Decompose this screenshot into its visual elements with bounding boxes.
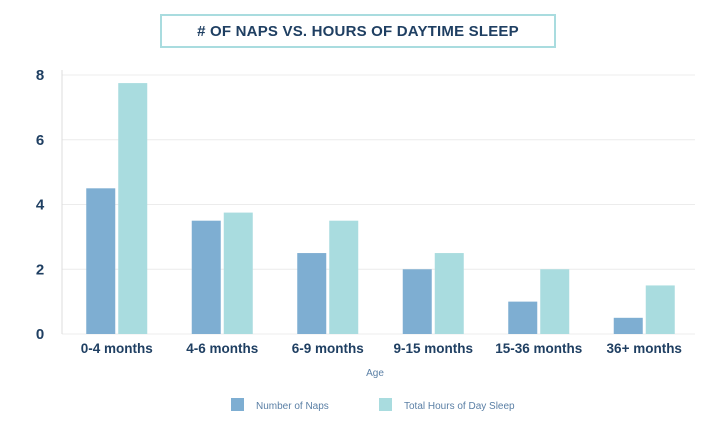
bar-number-of-naps-3 — [402, 269, 432, 334]
bar-total-hours-day-sleep-1 — [223, 212, 253, 334]
bar-total-hours-day-sleep-5 — [645, 285, 675, 334]
x-tick-label: 36+ months — [607, 341, 682, 356]
x-tick-label: 0-4 months — [81, 341, 153, 356]
chart-title: # OF NAPS VS. HOURS OF DAYTIME SLEEP — [160, 14, 556, 48]
x-tick-label: 4-6 months — [186, 341, 258, 356]
y-tick-label: 0 — [36, 326, 44, 343]
bar-total-hours-day-sleep-2 — [329, 220, 359, 334]
x-tick-label: 6-9 months — [292, 341, 364, 356]
bar-number-of-naps-4 — [508, 301, 538, 334]
bar-number-of-naps-5 — [613, 317, 643, 334]
legend-item: Number of Naps — [231, 398, 329, 412]
bar-total-hours-day-sleep-0 — [118, 83, 148, 334]
legend-label: Number of Naps — [256, 401, 329, 412]
x-axis-label: Age — [366, 368, 384, 379]
legend-item: Total Hours of Day Sleep — [379, 398, 515, 412]
y-tick-label: 6 — [36, 132, 44, 149]
bar-total-hours-day-sleep-4 — [540, 269, 570, 334]
legend-swatch — [231, 398, 244, 411]
y-tick-label: 8 — [36, 67, 44, 84]
x-tick-label: 15-36 months — [495, 341, 582, 356]
bar-number-of-naps-0 — [86, 188, 116, 334]
bar-total-hours-day-sleep-3 — [434, 253, 464, 334]
x-tick-label: 9-15 months — [393, 341, 473, 356]
bar-number-of-naps-2 — [297, 253, 327, 334]
bar-number-of-naps-1 — [191, 220, 221, 334]
y-tick-label: 4 — [36, 197, 45, 214]
y-tick-label: 2 — [36, 261, 44, 278]
legend-swatch — [379, 398, 392, 411]
legend-label: Total Hours of Day Sleep — [404, 401, 515, 412]
